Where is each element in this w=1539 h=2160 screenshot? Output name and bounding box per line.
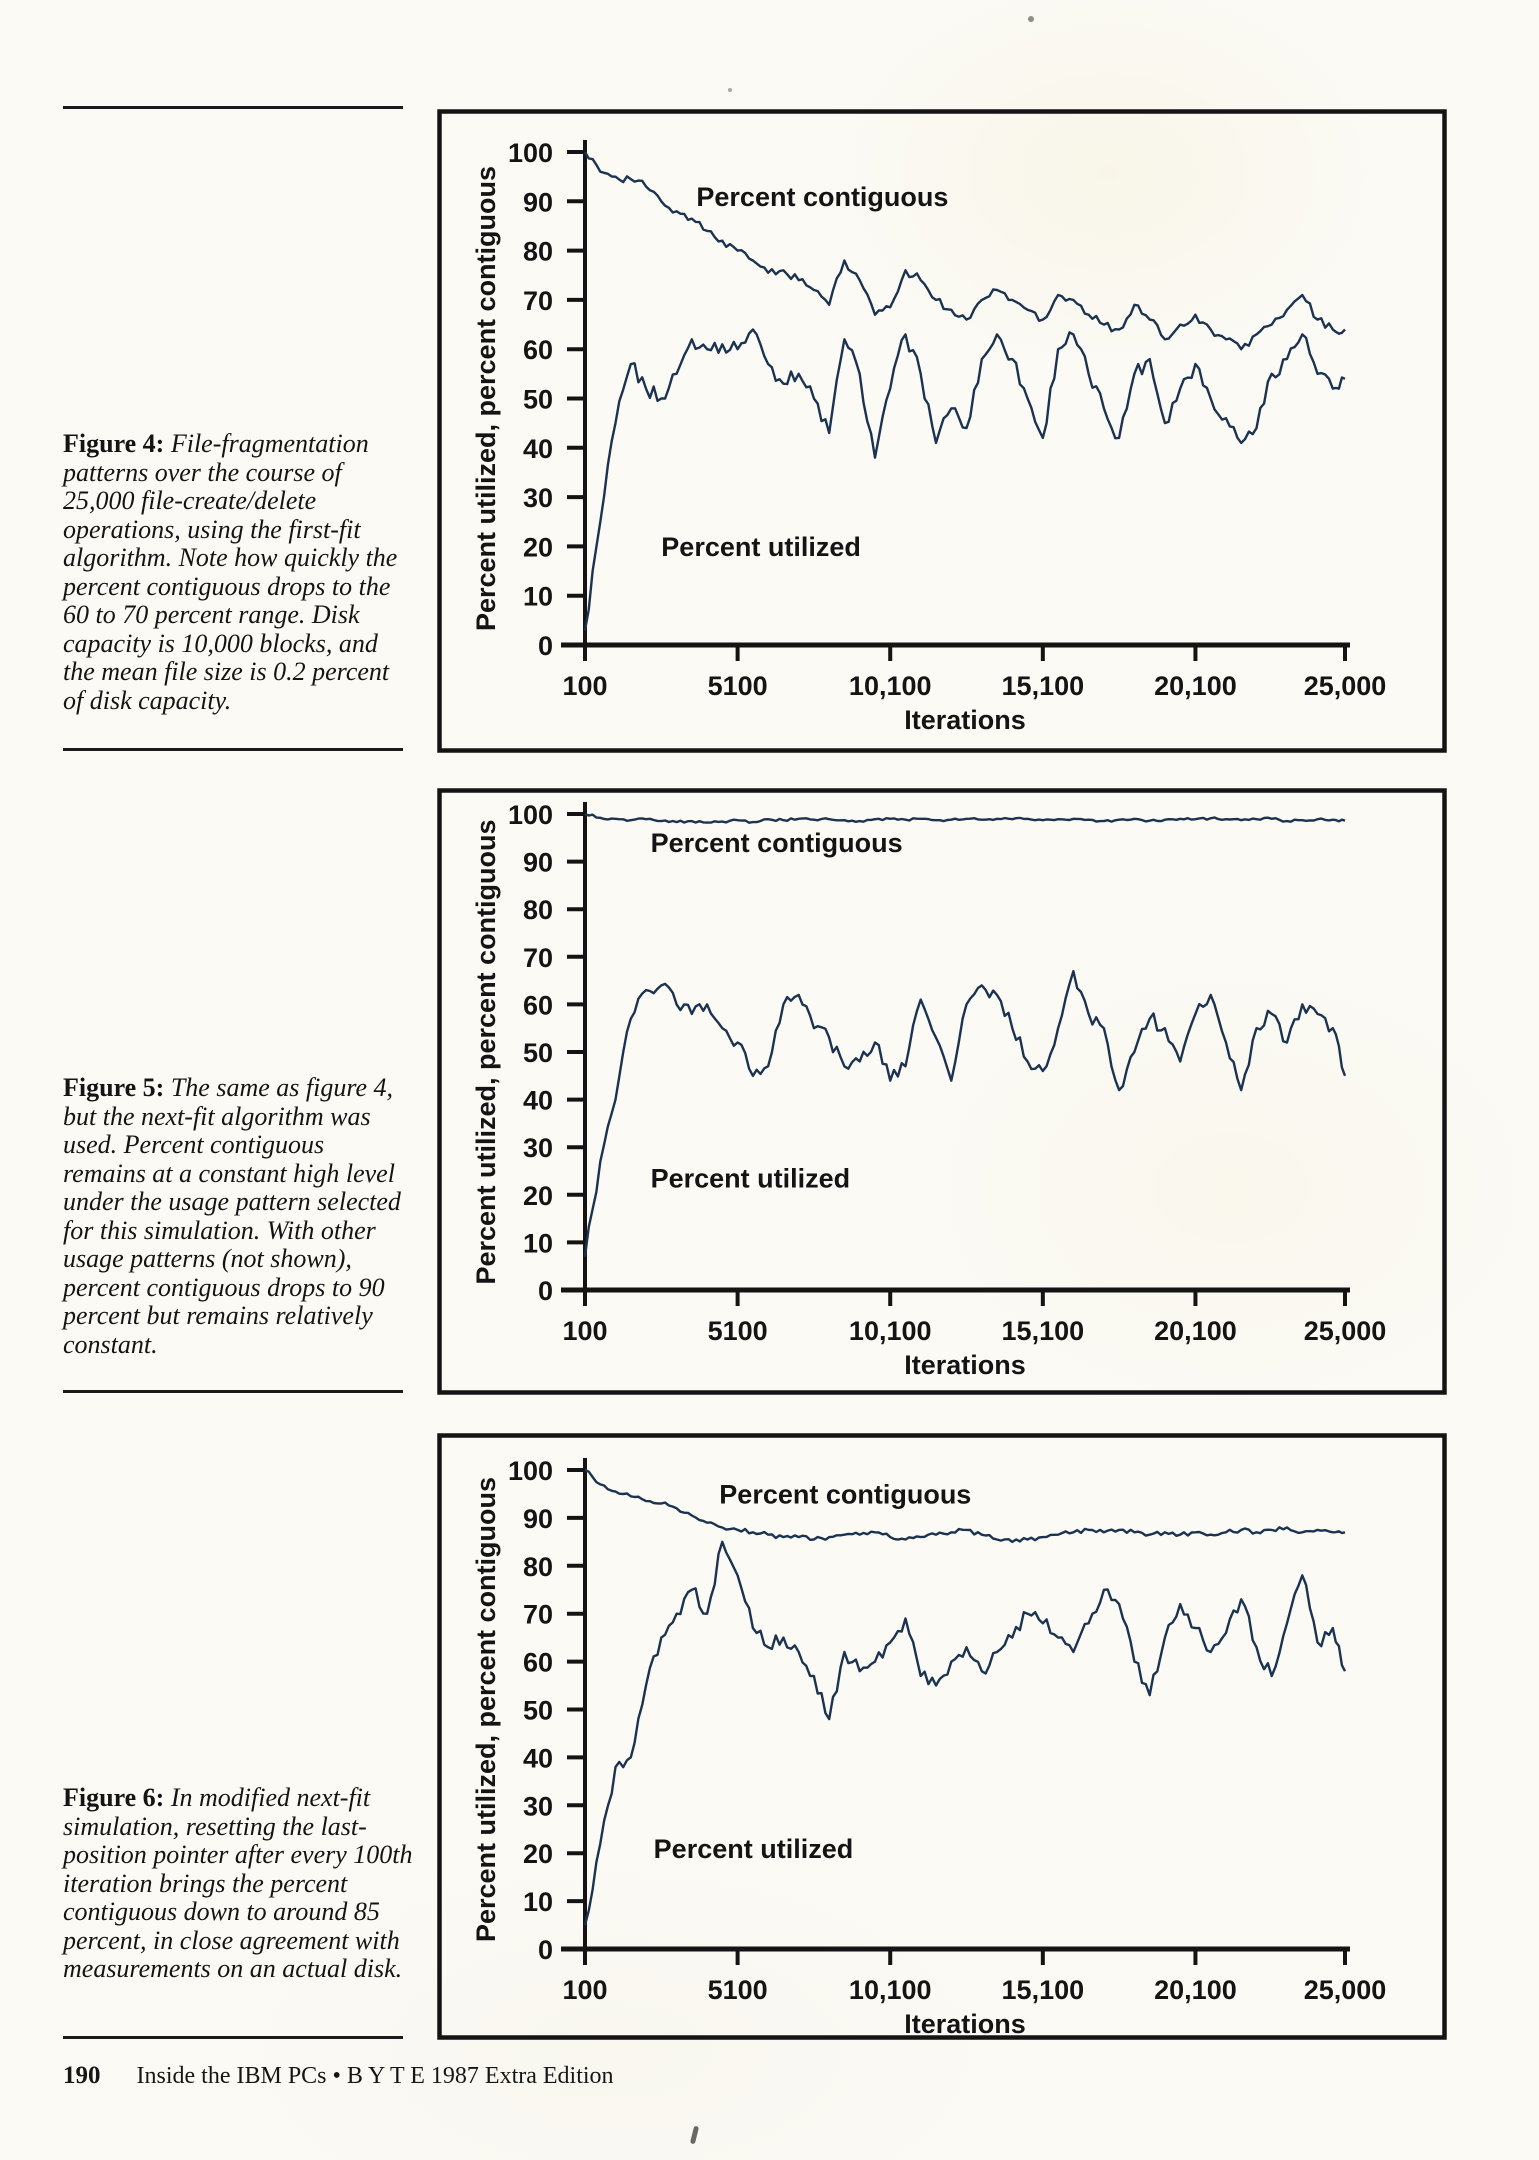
y-tick-label: 0 xyxy=(538,1935,553,1965)
edition-text: Inside the IBM PCs • B Y T E 1987 Extra … xyxy=(136,2063,614,2089)
y-tick-label: 60 xyxy=(523,990,553,1020)
x-tick-label: 10,100 xyxy=(849,1316,932,1346)
figure-5-caption-text: The same as figure 4, but the next-fit a… xyxy=(63,1073,401,1359)
x-tick-label: 15,100 xyxy=(1002,671,1085,701)
x-tick-label: 20,100 xyxy=(1154,671,1237,701)
figure-4-label: Figure 4: xyxy=(63,429,165,458)
x-axis-label: Iterations xyxy=(904,1350,1026,1380)
y-tick-label: 30 xyxy=(523,483,553,513)
y-tick-label: 70 xyxy=(523,286,553,316)
y-tick-label: 50 xyxy=(523,1038,553,1068)
x-tick-label: 100 xyxy=(562,1316,607,1346)
x-tick-label: 10,100 xyxy=(849,671,932,701)
series-percent-contiguous xyxy=(583,151,1346,351)
figure-5-chart: 0 10 20 30 40 50 60 70 80 90 100 100 5100 10,100 15,10… xyxy=(437,788,1447,1395)
y-tick-label: 20 xyxy=(523,1839,553,1869)
x-tick-label: 25,000 xyxy=(1304,1316,1387,1346)
divider xyxy=(63,748,403,751)
x-axis-label: Iterations xyxy=(904,705,1026,735)
x-tick-label: 15,100 xyxy=(1002,1316,1085,1346)
y-tick-label: 30 xyxy=(523,1791,553,1821)
y-tick-label: 20 xyxy=(523,532,553,562)
y-tick-label: 0 xyxy=(538,1276,553,1306)
x-tick-label: 25,000 xyxy=(1304,1975,1387,2005)
y-tick-label: 30 xyxy=(523,1133,553,1163)
x-axis-label: Iterations xyxy=(904,2009,1026,2039)
y-tick-label: 10 xyxy=(523,1228,553,1258)
page-number: 190 xyxy=(63,2062,101,2089)
figure-5-caption: Figure 5: The same as figure 4, but the … xyxy=(63,1073,413,1359)
y-tick-label: 100 xyxy=(508,1456,553,1486)
divider xyxy=(63,2036,403,2039)
y-tick-label: 50 xyxy=(523,1696,553,1726)
figure-6-chart: 0 10 20 30 40 50 60 70 80 90 100 100 5100 10,100 15,10… xyxy=(437,1433,1447,2040)
x-tick-label: 10,100 xyxy=(849,1975,932,2005)
x-tick-label: 20,100 xyxy=(1154,1316,1237,1346)
y-tick-label: 70 xyxy=(523,943,553,973)
figure-4-caption-text: File-fragmentation patterns over the cou… xyxy=(63,429,398,715)
y-tick-label: 70 xyxy=(523,1600,553,1630)
figure-5-label: Figure 5: xyxy=(63,1073,165,1102)
y-tick-label: 100 xyxy=(508,800,553,830)
scan-mark xyxy=(689,2125,700,2145)
series-annotation-percent-utilized: Percent utilized xyxy=(654,1834,854,1864)
scan-speck xyxy=(728,88,732,92)
y-tick-label: 10 xyxy=(523,582,553,612)
y-tick-label: 80 xyxy=(523,1552,553,1582)
x-tick-label: 5100 xyxy=(708,1316,768,1346)
series-percent-utilized xyxy=(583,969,1347,1257)
series-percent-utilized xyxy=(583,1540,1347,1926)
y-tick-label: 0 xyxy=(538,631,553,661)
y-tick-label: 40 xyxy=(523,1086,553,1116)
series-percent-contiguous xyxy=(584,1468,1346,1544)
scan-speck xyxy=(1028,16,1034,22)
y-tick-label: 80 xyxy=(523,237,553,267)
y-axis-label: Percent utilized, percent contiguous xyxy=(471,819,501,1284)
y-tick-label: 100 xyxy=(508,138,553,168)
series-annotation-percent-utilized: Percent utilized xyxy=(651,1164,851,1194)
x-tick-label: 15,100 xyxy=(1002,1975,1085,2005)
series-annotation-percent-contiguous: Percent contiguous xyxy=(696,182,948,212)
y-tick-label: 10 xyxy=(523,1887,553,1917)
figure-4-chart: 0 10 20 30 40 50 60 70 80 90 100 100 5100 10,100 15,10… xyxy=(437,109,1447,753)
y-tick-label: 90 xyxy=(523,848,553,878)
figure-border xyxy=(437,1433,1447,2040)
divider xyxy=(63,106,403,109)
y-axis-label: Percent utilized, percent contiguous xyxy=(471,166,501,631)
figure-6-caption: Figure 6: In modified next-fit simulatio… xyxy=(63,1783,413,1984)
x-tick-label: 5100 xyxy=(708,1975,768,2005)
x-tick-label: 25,000 xyxy=(1304,671,1387,701)
x-tick-label: 20,100 xyxy=(1154,1975,1237,2005)
y-tick-label: 40 xyxy=(523,1743,553,1773)
figure-6-label: Figure 6: xyxy=(63,1783,165,1812)
series-percent-contiguous xyxy=(584,812,1346,824)
series-annotation-percent-utilized: Percent utilized xyxy=(661,532,861,562)
figure-border xyxy=(437,109,1447,753)
figure-border xyxy=(437,788,1447,1395)
y-tick-label: 90 xyxy=(523,187,553,217)
y-tick-label: 90 xyxy=(523,1504,553,1534)
x-tick-label: 100 xyxy=(562,671,607,701)
figure-4-caption: Figure 4: File-fragmentation patterns ov… xyxy=(63,429,413,715)
divider xyxy=(63,1390,403,1393)
y-tick-label: 40 xyxy=(523,434,553,464)
figure-6-caption-text: In modified next-fit simulation, resetti… xyxy=(63,1783,413,1983)
y-tick-label: 50 xyxy=(523,385,553,415)
x-tick-label: 5100 xyxy=(708,671,768,701)
y-axis-label: Percent utilized, percent contiguous xyxy=(471,1477,501,1942)
series-annotation-percent-contiguous: Percent contiguous xyxy=(651,828,903,858)
y-tick-label: 60 xyxy=(523,1648,553,1678)
y-tick-label: 60 xyxy=(523,335,553,365)
series-percent-utilized xyxy=(583,328,1346,631)
page-footer: 190 Inside the IBM PCs • B Y T E 1987 Ext… xyxy=(63,2062,614,2090)
y-tick-label: 80 xyxy=(523,895,553,925)
y-tick-label: 20 xyxy=(523,1181,553,1211)
series-annotation-percent-contiguous: Percent contiguous xyxy=(719,1479,971,1509)
x-tick-label: 100 xyxy=(562,1975,607,2005)
